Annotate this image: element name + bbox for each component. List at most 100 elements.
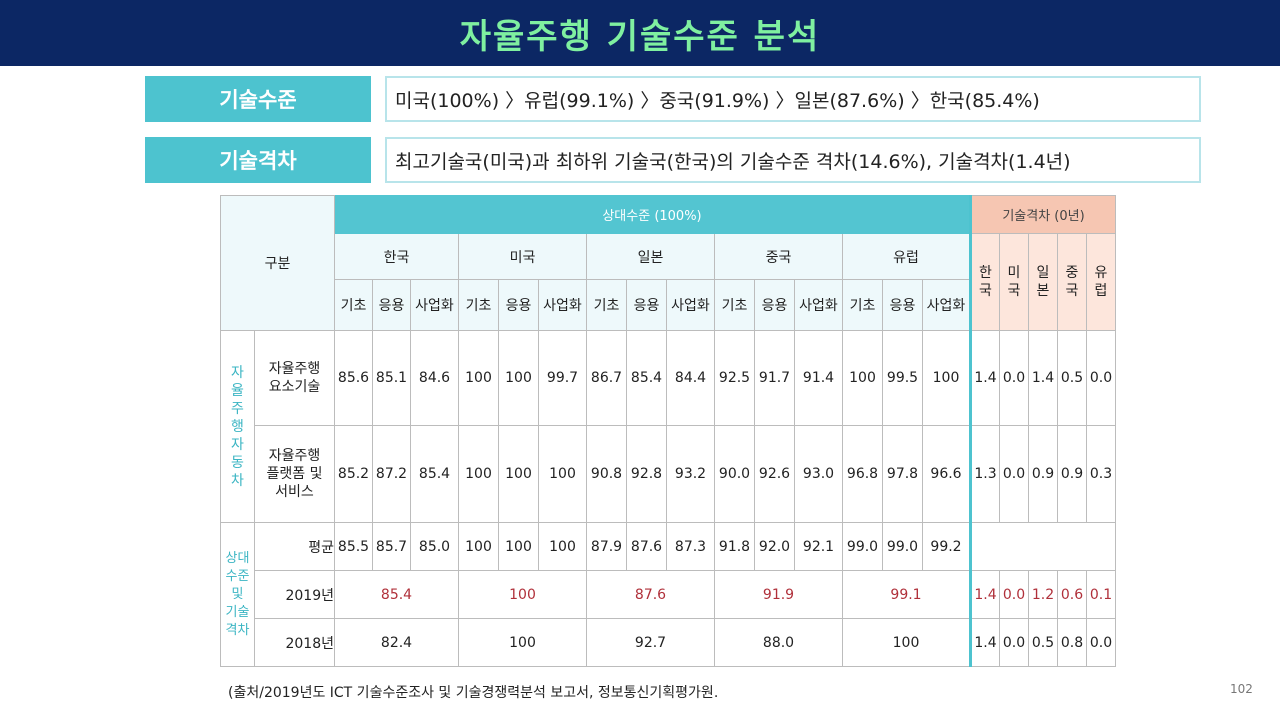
gap-cell: 0.0 — [999, 330, 1029, 426]
header-stage: 기초 — [714, 279, 755, 331]
gap-cell: 0.9 — [1028, 425, 1058, 523]
header-country: 일본 — [586, 233, 715, 280]
value-cell: 87.6 — [626, 522, 667, 571]
header-gap-country: 중국 — [1057, 233, 1087, 331]
value-cell: 100 — [458, 522, 499, 571]
row-label-average: 평균 — [254, 522, 335, 571]
page-number: 102 — [1230, 682, 1253, 696]
value-cell: 100 — [538, 522, 587, 571]
value-cell: 99.5 — [882, 330, 923, 426]
value-cell: 91.7 — [754, 330, 795, 426]
gap-cell: 1.2 — [1028, 570, 1058, 619]
value-cell: 100 — [458, 618, 587, 667]
gap-cell: 1.4 — [1028, 330, 1058, 426]
title-banner: 자율주행 기술수준 분석 — [0, 0, 1280, 66]
value-cell: 84.4 — [666, 330, 715, 426]
summary-value-gap: 최고기술국(미국)과 최하위 기술국(한국)의 기술수준 격차(14.6%), … — [385, 137, 1201, 183]
header-gap-country: 유럽 — [1086, 233, 1116, 331]
header-row-countries: 한국 미국 일본 중국 유럽 한국 미국 일본 중국 유럽 — [221, 233, 1116, 331]
value-cell: 100 — [538, 425, 587, 523]
value-cell: 85.0 — [410, 522, 459, 571]
value-cell: 100 — [842, 330, 883, 426]
header-gap-country-label: 일본 — [1036, 265, 1050, 299]
value-cell: 85.4 — [626, 330, 667, 426]
header-stage: 사업화 — [794, 279, 843, 331]
year-2019-row: 2019년 85.4 100 87.6 91.9 99.1 1.4 0.0 1.2 0.6 0.1 — [221, 570, 1116, 619]
gap-cell: 0.6 — [1057, 570, 1087, 619]
header-stage: 응용 — [626, 279, 667, 331]
value-cell: 92.1 — [794, 522, 843, 571]
summary-label-level: 기술수준 — [145, 76, 371, 122]
gap-cell: 1.4 — [969, 570, 1000, 619]
row-label-2019: 2019년 — [254, 570, 335, 619]
header-stage: 사업화 — [538, 279, 587, 331]
gap-cell: 0.0 — [999, 570, 1029, 619]
header-stage: 사업화 — [410, 279, 459, 331]
value-cell: 100 — [842, 618, 971, 667]
row-label: 자율주행 요소기술 — [254, 330, 335, 426]
gap-cell: 0.5 — [1028, 618, 1058, 667]
value-cell: 92.7 — [586, 618, 715, 667]
header-gap-country-label: 미국 — [1007, 265, 1021, 299]
value-cell: 100 — [498, 522, 539, 571]
value-cell: 91.4 — [794, 330, 843, 426]
value-cell: 91.8 — [714, 522, 755, 571]
header-stage: 기초 — [586, 279, 627, 331]
header-stage: 기초 — [458, 279, 499, 331]
empty-gap-cell — [969, 522, 1116, 571]
tech-level-table: 구분 상대수준 (100%) 기술격차 (0년) 한국 미국 일본 중국 유럽 한국 미국 일본 중국… — [220, 195, 1116, 667]
data-row: 자율주행자동차 자율주행 요소기술 85.6 85.1 84.6 100 100 99.7 86… — [220, 330, 1116, 523]
value-cell: 91.9 — [714, 570, 843, 619]
value-cell: 96.6 — [922, 425, 971, 523]
value-cell: 100 — [498, 425, 539, 523]
header-stage: 응용 — [498, 279, 539, 331]
value-cell: 99.0 — [882, 522, 923, 571]
gap-cell: 0.1 — [1086, 570, 1116, 619]
year-2018-row: 2018년 82.4 100 92.7 88.0 100 1.4 0.0 0.5 0.8 0.0 — [221, 618, 1116, 667]
gap-cell: 0.0 — [999, 425, 1029, 523]
header-country: 유럽 — [842, 233, 971, 280]
value-cell: 82.4 — [334, 618, 459, 667]
header-stage: 사업화 — [666, 279, 715, 331]
header-gap-country: 미국 — [999, 233, 1029, 331]
header-gap-country-label: 중국 — [1065, 265, 1079, 299]
source-footnote: (출처/2019년도 ICT 기술수준조사 및 기술경쟁력분석 보고서, 정보통… — [228, 685, 719, 701]
value-cell: 85.7 — [372, 522, 411, 571]
value-cell: 87.3 — [666, 522, 715, 571]
header-stage: 기초 — [334, 279, 373, 331]
row-label-2018: 2018년 — [254, 618, 335, 667]
header-stage: 응용 — [754, 279, 795, 331]
summary-row-gap: 기술격차 최고기술국(미국)과 최하위 기술국(한국)의 기술수준 격차(14.… — [145, 137, 1201, 183]
summary-row-level: 기술수준 미국(100%) 〉유럽(99.1%) 〉중국(91.9%) 〉일본(… — [145, 76, 1201, 122]
value-cell: 85.1 — [372, 330, 411, 426]
value-cell: 99.7 — [538, 330, 587, 426]
row-label: 자율주행 플랫폼 및 서비스 — [254, 425, 335, 523]
gap-cell: 0.0 — [999, 618, 1029, 667]
header-row-stages: 기초 응용 사업화 기초 응용 사업화 기초 응용 사업화 기초 응용 사업화 기초 응용 사업화 — [221, 279, 1116, 331]
gap-cell: 1.4 — [969, 330, 1000, 426]
value-cell: 92.0 — [754, 522, 795, 571]
header-tech-gap: 기술격차 (0년) — [969, 195, 1116, 234]
summary-label-gap: 기술격차 — [145, 137, 371, 183]
value-cell: 100 — [498, 330, 539, 426]
value-cell: 85.6 — [334, 330, 373, 426]
header-gap-country: 일본 — [1028, 233, 1058, 331]
value-cell: 99.2 — [922, 522, 971, 571]
value-cell: 92.6 — [754, 425, 795, 523]
header-relative-level: 상대수준 (100%) — [334, 195, 971, 234]
header-gap-country-label: 유럽 — [1094, 265, 1108, 299]
value-cell: 85.4 — [410, 425, 459, 523]
header-country: 한국 — [334, 233, 459, 280]
value-cell: 92.5 — [714, 330, 755, 426]
summary-value-level: 미국(100%) 〉유럽(99.1%) 〉중국(91.9%) 〉일본(87.6%… — [385, 76, 1201, 122]
value-cell: 99.1 — [842, 570, 971, 619]
header-gap-country-label: 한국 — [979, 265, 992, 299]
value-cell: 90.0 — [714, 425, 755, 523]
average-row: 상대수준 및 기술격차 평균 85.5 85.7 85.0 100 100 100 87.9 87… — [220, 522, 1116, 667]
gap-cell: 1.4 — [969, 618, 1000, 667]
header-stage: 기초 — [842, 279, 883, 331]
gap-cell: 0.3 — [1086, 425, 1116, 523]
header-country: 미국 — [458, 233, 587, 280]
category-relative-gap: 상대수준 및 기술격차 — [220, 522, 255, 667]
category-autonomous-vehicle: 자율주행자동차 — [220, 330, 255, 523]
